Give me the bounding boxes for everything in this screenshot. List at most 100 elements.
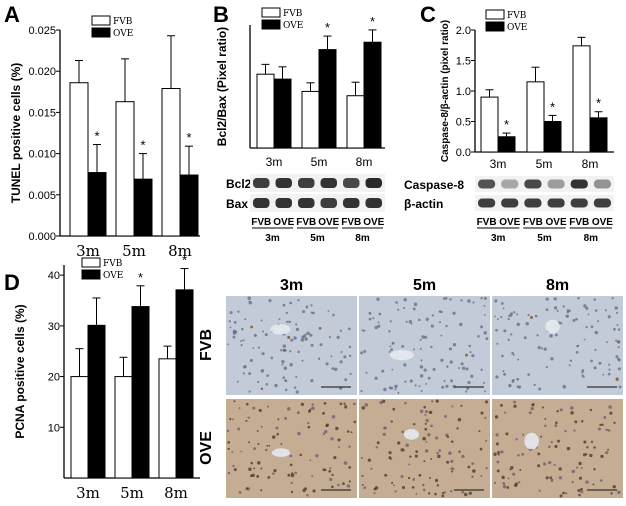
cell-nucleus xyxy=(331,485,334,489)
cell-nucleus xyxy=(307,421,310,425)
cell-nucleus xyxy=(449,298,452,301)
cell-nucleus xyxy=(432,367,436,371)
legend-swatch-a xyxy=(91,15,111,26)
cell-nucleus xyxy=(424,427,428,431)
cell-nucleus xyxy=(430,458,433,460)
cell-nucleus xyxy=(598,361,602,365)
cell-nucleus xyxy=(232,329,237,334)
cell-nucleus xyxy=(248,467,252,471)
cell-nucleus xyxy=(310,304,313,307)
cell-nucleus xyxy=(611,297,614,300)
cell-nucleus xyxy=(585,480,589,484)
y-tick-label-a: 0.010 xyxy=(28,149,56,161)
bar-b-fvb-5m xyxy=(301,90,320,149)
blot-group-label: 3m xyxy=(491,233,506,244)
cell-nucleus xyxy=(408,476,411,480)
cell-nucleus xyxy=(616,340,621,344)
cell-nucleus xyxy=(446,435,450,439)
cell-nucleus xyxy=(370,467,373,470)
cell-nucleus xyxy=(381,369,385,373)
cell-nucleus xyxy=(229,326,232,329)
cell-nucleus xyxy=(478,430,481,433)
cell-nucleus xyxy=(581,374,584,377)
cell-nucleus xyxy=(405,320,408,323)
bar-a-fvb-8m xyxy=(161,88,181,237)
blot-band xyxy=(320,197,337,209)
histology-tissue xyxy=(359,296,490,395)
x-tick-label-d: 8m xyxy=(164,484,188,502)
cell-nucleus xyxy=(607,448,610,451)
cell-nucleus xyxy=(233,321,237,324)
cell-nucleus xyxy=(389,345,392,348)
cell-nucleus xyxy=(319,343,323,347)
cell-nucleus xyxy=(397,391,400,394)
blot-lane-label: OVE xyxy=(318,217,339,228)
cell-nucleus xyxy=(500,403,503,407)
cell-nucleus xyxy=(494,299,498,303)
histology-tissue xyxy=(226,399,357,498)
blot-group-label: 5m xyxy=(537,233,552,244)
cell-nucleus xyxy=(419,347,422,350)
cell-nucleus xyxy=(267,475,271,479)
cell-nucleus xyxy=(284,416,288,420)
significance-star-b: * xyxy=(325,20,330,35)
cell-nucleus xyxy=(480,368,483,372)
cell-nucleus xyxy=(604,309,607,312)
cell-nucleus xyxy=(403,363,407,367)
cell-nucleus xyxy=(310,343,314,347)
cell-nucleus xyxy=(365,371,368,374)
cell-nucleus xyxy=(505,432,509,436)
blot-row-label: Bcl2 xyxy=(226,177,252,191)
cell-nucleus xyxy=(287,473,291,477)
cell-nucleus xyxy=(574,420,578,424)
cell-nucleus xyxy=(260,467,263,470)
cell-nucleus xyxy=(556,410,559,413)
cell-nucleus xyxy=(583,338,586,341)
chart-a: 0.000 0.005 0.010 0.015 0.020 0.025 TUNEL posi… xyxy=(9,15,200,260)
bar-d-fvb-5m xyxy=(114,376,133,479)
cell-nucleus xyxy=(268,444,271,447)
cell-nucleus xyxy=(289,454,293,458)
cell-nucleus xyxy=(617,367,621,371)
cell-nucleus xyxy=(295,327,300,331)
cell-nucleus xyxy=(266,405,270,408)
cell-nucleus xyxy=(420,390,423,393)
blot-band xyxy=(547,198,565,208)
y-tick-label-a: 0.025 xyxy=(28,25,56,37)
cell-nucleus xyxy=(501,302,504,305)
cell-nucleus xyxy=(465,353,468,357)
cell-nucleus xyxy=(503,372,507,376)
bar-a-ove-5m xyxy=(133,178,153,237)
cell-nucleus xyxy=(289,301,293,305)
chart-d: 10 20 30 40 PCNA positive cells (%) 3m * 5m * 8m F… xyxy=(13,253,200,502)
cell-nucleus xyxy=(549,334,553,338)
vessel-lumen xyxy=(545,319,560,334)
cell-nucleus xyxy=(617,346,620,349)
cell-nucleus xyxy=(582,453,587,457)
cell-nucleus xyxy=(554,424,558,428)
cell-nucleus xyxy=(388,330,391,333)
cell-nucleus xyxy=(322,411,326,415)
cell-nucleus xyxy=(430,424,433,428)
cell-nucleus xyxy=(484,390,487,393)
blot-band xyxy=(320,177,337,189)
cell-nucleus xyxy=(577,344,580,347)
cell-nucleus xyxy=(344,404,347,407)
cell-nucleus xyxy=(346,484,351,488)
cell-nucleus xyxy=(249,358,253,363)
cell-nucleus xyxy=(252,347,255,350)
cell-nucleus xyxy=(512,472,516,476)
legend-label-d: FVB xyxy=(103,259,123,269)
cell-nucleus xyxy=(240,340,243,343)
cell-nucleus xyxy=(519,469,522,471)
cell-nucleus xyxy=(309,459,312,462)
histology-tissue xyxy=(359,399,490,498)
cell-nucleus xyxy=(537,452,541,456)
histology-column-label: 8m xyxy=(546,277,569,294)
cell-nucleus xyxy=(257,461,261,465)
bar-d-fvb-8m xyxy=(158,358,177,479)
histology-column-label: 5m xyxy=(413,277,436,294)
cell-nucleus xyxy=(262,330,265,333)
blot-group-label: 3m xyxy=(265,233,280,244)
x-tick-label-a: 8m xyxy=(168,242,192,260)
